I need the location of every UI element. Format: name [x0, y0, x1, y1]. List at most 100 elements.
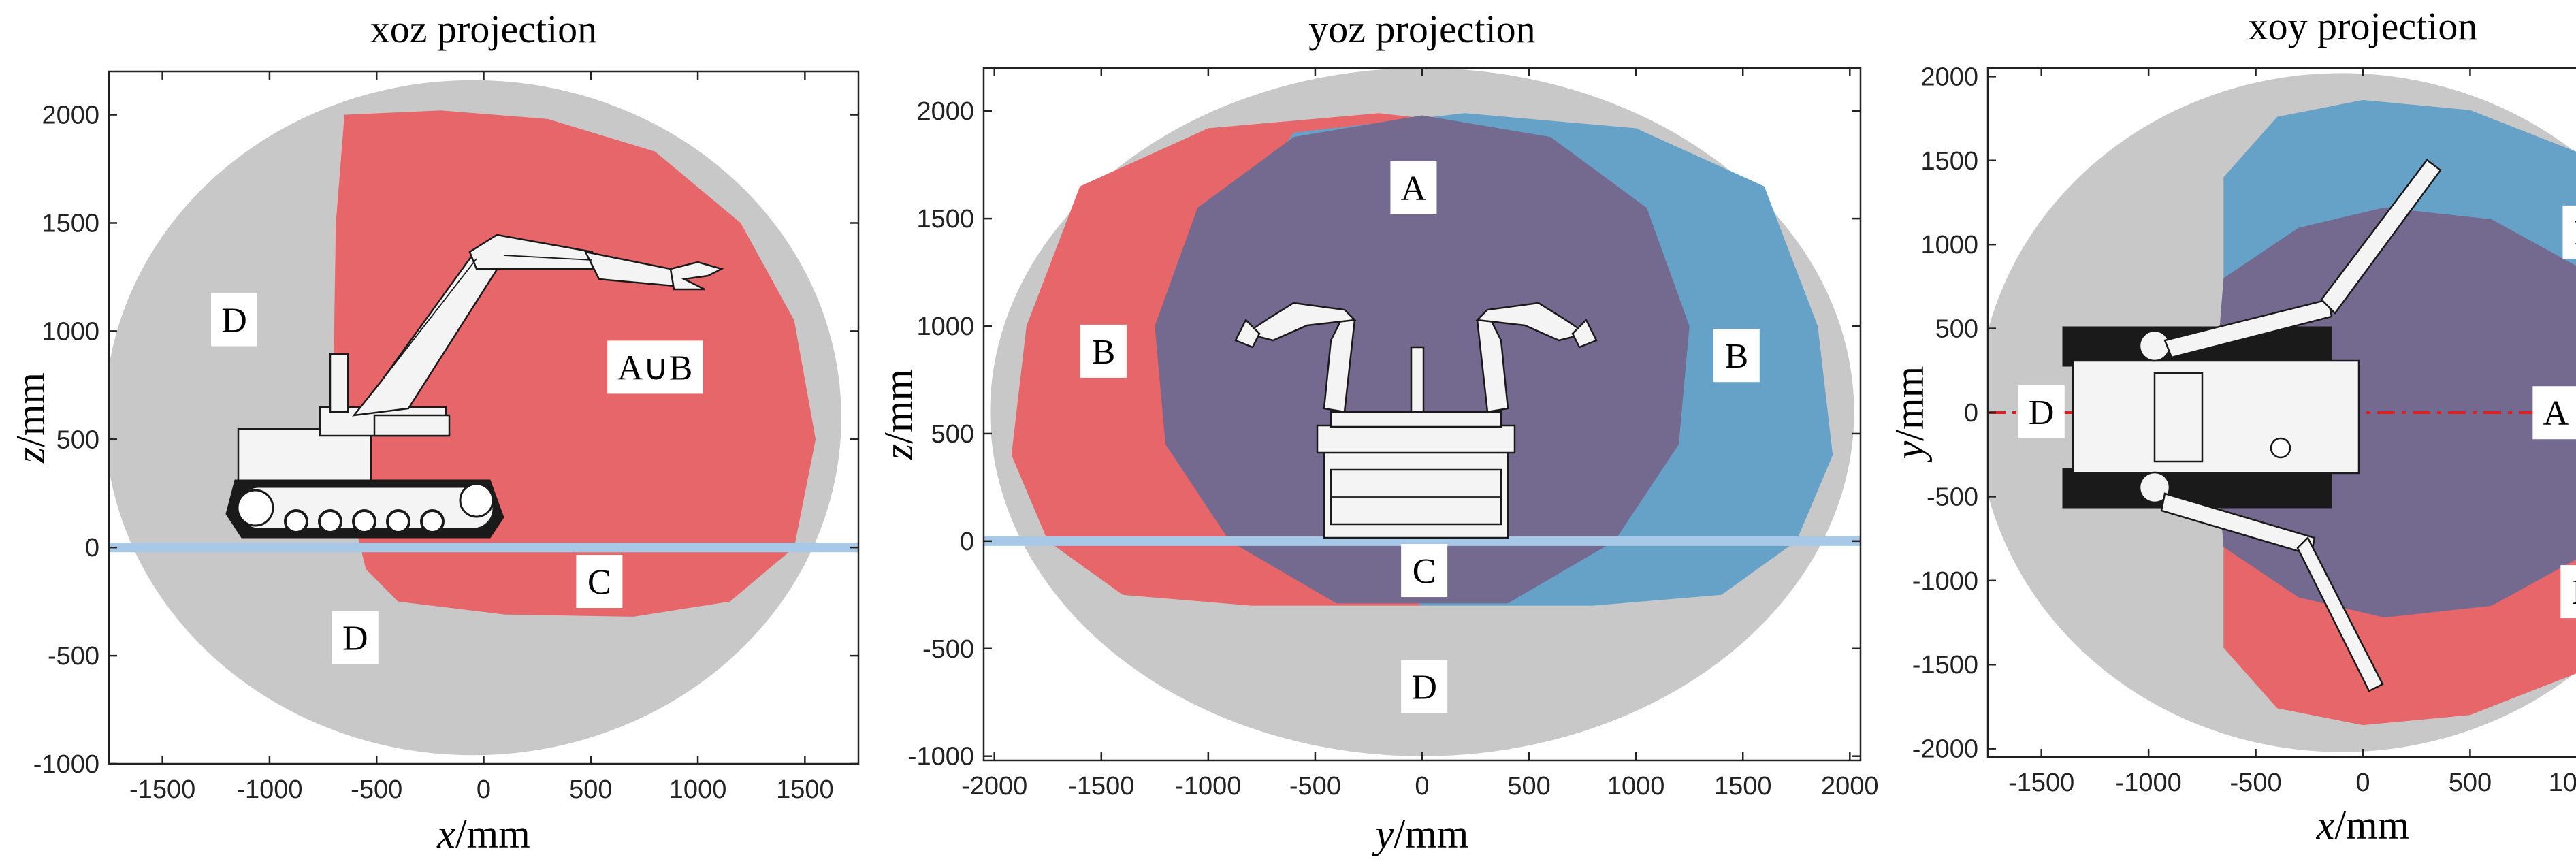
x-tick-label: 1000	[2549, 769, 2576, 797]
region-label-text: D	[342, 620, 368, 658]
x-tick-label: -500	[1289, 772, 1341, 801]
region-label-text: A∪B	[617, 349, 692, 387]
region-label-text: D	[221, 301, 247, 340]
y-tick-label: -1500	[1912, 651, 1978, 679]
xoz-y-axis-var: z	[8, 447, 53, 464]
region-label-text: B	[1724, 337, 1748, 376]
label-box	[1713, 329, 1760, 383]
y-tick-label: -500	[48, 642, 99, 671]
xoy-y-axis-unit: /mm	[1887, 366, 1932, 441]
xoz-y-axis-label: z/mm	[8, 372, 53, 464]
xoy-title: xoy projection	[2249, 4, 2478, 48]
y-tick-label: 1500	[1920, 147, 1978, 176]
yoz-axis-ticks: -2000 -1500 -1000 -500 0 500 1000 1500 2000 -1000…	[908, 68, 1879, 801]
xoz-region-label: C	[576, 555, 623, 609]
y-tick-label: 500	[931, 420, 974, 449]
label-box	[607, 340, 703, 394]
y-tick-label: 500	[57, 425, 99, 454]
x-tick-label: 500	[569, 775, 612, 804]
x-tick-label: 1500	[1714, 772, 1772, 801]
region-label-text: C	[1413, 552, 1436, 591]
xoy-region-labels: B A B D	[2018, 205, 2576, 619]
xoy-y-axis-var: y	[1887, 440, 1932, 463]
xoy-panel: BABD -1500-1000-500050010001500-2000-150…	[1887, 4, 2576, 848]
label-box	[2562, 205, 2576, 259]
x-tick-label: -1500	[129, 775, 195, 804]
region-label-text: B	[2574, 214, 2576, 253]
y-tick-label: 0	[1964, 399, 1978, 428]
yoz-region-label: B	[1080, 324, 1127, 378]
y-tick-label: 0	[960, 528, 974, 556]
yoz-region-label: D	[1401, 660, 1448, 713]
xoz-region-label: A∪B	[607, 340, 703, 394]
y-tick-label: 2000	[1920, 63, 1978, 91]
y-tick-label: 1000	[42, 317, 99, 346]
label-box	[2532, 386, 2576, 440]
x-tick-label: -1500	[2008, 769, 2074, 797]
xoz-title: xoz projection	[370, 7, 597, 51]
y-tick-label: 2000	[42, 101, 99, 130]
yoz-region-label: C	[1401, 544, 1448, 598]
label-box	[211, 293, 258, 347]
xoy-x-axis-label: x/mm	[2316, 803, 2410, 848]
x-tick-label: 0	[1415, 772, 1429, 801]
region-label-text: A	[1401, 170, 1427, 208]
x-tick-label: 0	[477, 775, 491, 804]
xoy-y-axis-label: y/mm	[1887, 366, 1932, 464]
label-box	[1401, 660, 1448, 713]
x-tick-label: 1000	[1607, 772, 1665, 801]
y-tick-label: -1000	[908, 743, 974, 771]
xoz-x-axis-var: x	[436, 811, 455, 856]
xoz-regions	[109, 80, 841, 756]
region-label-text: C	[587, 563, 611, 602]
robot-top-view-illustration	[2062, 159, 2442, 692]
x-tick-label: -500	[351, 775, 402, 804]
yoz-region-label: B	[1713, 329, 1760, 383]
label-box	[1401, 544, 1448, 598]
label-box	[1390, 161, 1437, 214]
robot-front-view-illustration	[1234, 302, 1598, 539]
y-tick-label: 500	[1935, 315, 1978, 344]
xoy-region-label: B	[2562, 205, 2576, 259]
y-tick-label: -2000	[1912, 735, 1978, 764]
xoy-x-axis-unit: /mm	[2334, 803, 2409, 848]
xoz-y-axis-unit: /mm	[8, 372, 53, 447]
xoy-region-label: A	[2532, 386, 2576, 440]
robot-side-view-illustration	[225, 234, 724, 539]
y-tick-label: -1000	[33, 750, 99, 779]
yoz-y-axis-label: z/mm	[876, 369, 921, 460]
region-label-text: D	[1411, 669, 1437, 707]
yoz-y-axis-var: z	[876, 444, 921, 460]
xoz-panel: D A∪B C D -1500 -1000 -500 0 500 1000 1500 -1000 -5…	[8, 7, 860, 856]
label-box	[332, 611, 379, 664]
yoz-panel: A B B C D -2000 -1500 -1000 -500 0 500 1000 1500 200…	[876, 7, 1879, 856]
x-tick-label: -2000	[961, 772, 1027, 801]
region-label-text: B	[1092, 333, 1116, 372]
y-tick-label: -1000	[1912, 567, 1978, 596]
x-tick-label: -1000	[2116, 769, 2182, 797]
xoz-axis-ticks: -1500 -1000 -500 0 500 1000 1500 -1000 -500 0 500 1…	[33, 71, 858, 804]
yoz-region-labels: A B B C D	[1080, 161, 1760, 713]
xoz-region-labels: D A∪B C D	[211, 293, 703, 664]
xoy-x-axis-var: x	[2316, 803, 2335, 848]
y-tick-label: 0	[85, 534, 99, 562]
label-box	[576, 555, 623, 609]
x-tick-label: -1000	[236, 775, 302, 804]
x-tick-label: 0	[2355, 769, 2370, 797]
y-tick-label: 1000	[1920, 231, 1978, 259]
x-tick-label: 1000	[669, 775, 727, 804]
y-tick-label: 1500	[42, 209, 99, 238]
yoz-region-label: A	[1390, 161, 1437, 214]
label-box	[1080, 324, 1127, 378]
x-tick-label: 500	[1507, 772, 1550, 801]
region-label-text: A	[2543, 394, 2569, 433]
x-tick-label: -1500	[1068, 772, 1134, 801]
yoz-x-axis-unit: /mm	[1394, 811, 1468, 856]
x-tick-label: 2000	[1821, 772, 1879, 801]
yoz-x-axis-var: y	[1372, 811, 1394, 856]
yoz-title: yoz projection	[1308, 7, 1535, 51]
label-box	[2018, 385, 2065, 438]
y-tick-label: 1500	[916, 205, 974, 234]
xoz-region-label: D	[332, 611, 379, 664]
yoz-x-axis-label: y/mm	[1372, 811, 1469, 856]
